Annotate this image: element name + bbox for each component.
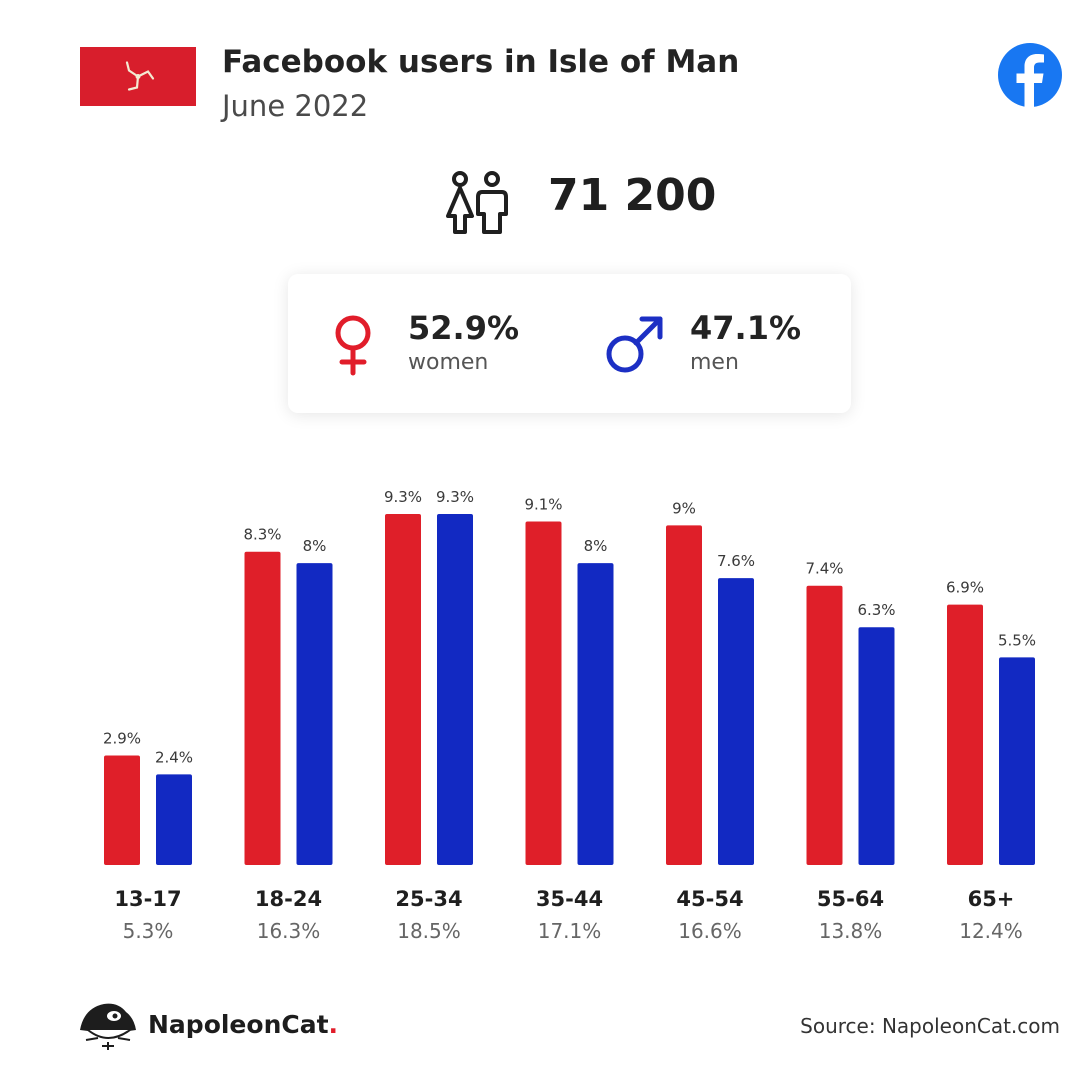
bar-series1-65+: [947, 604, 983, 865]
x-tick-label: 13-17: [114, 887, 181, 911]
page-subtitle: June 2022: [222, 89, 369, 123]
category-total-label: 12.4%: [959, 919, 1023, 943]
female-icon: [330, 314, 376, 376]
bar-value-label: 9.3%: [436, 488, 474, 506]
bar-value-label: 7.4%: [805, 560, 843, 578]
x-tick-label: 25-34: [395, 887, 462, 911]
bar-value-label: 7.6%: [717, 552, 755, 570]
brand-name: NapoleonCat.: [148, 1010, 338, 1039]
bar-series2-65+: [999, 657, 1035, 865]
bar-value-label: 9%: [672, 499, 696, 517]
gender-card: [288, 274, 851, 413]
bar-value-label: 6.9%: [946, 579, 984, 597]
category-total-label: 13.8%: [819, 919, 883, 943]
x-tick-label: 45-54: [676, 887, 743, 911]
bar-value-label: 5.5%: [998, 631, 1036, 649]
brand-name-text: NapoleonCat: [148, 1010, 329, 1039]
brand-dot: .: [328, 1010, 339, 1039]
bar-series1-13-17: [104, 755, 140, 865]
bar-series2-45-54: [718, 578, 754, 865]
category-total-label: 18.5%: [397, 919, 461, 943]
women-label: women: [408, 350, 489, 375]
x-tick-label: 18-24: [255, 887, 322, 911]
bar-series2-55-64: [858, 627, 895, 865]
category-total-label: 17.1%: [538, 919, 602, 943]
men-percent: 47.1%: [690, 309, 802, 347]
bar-value-label: 9.3%: [384, 488, 422, 506]
bar-series2-13-17: [156, 774, 192, 865]
category-total-label: 5.3%: [123, 919, 174, 943]
male-icon: [604, 313, 666, 375]
total-users: 71 200: [548, 170, 717, 221]
napoleoncat-logo-icon: [78, 1000, 138, 1052]
age-gender-bar-chart: 2.9% 2.4% 13-17 5.3% 8.3% 8% 18-24 16.3% 9.3% 9.3…: [103, 488, 1036, 943]
bar-series1-25-34: [385, 514, 421, 865]
bar-value-label: 2.9%: [103, 730, 141, 748]
bar-series2-25-34: [437, 514, 473, 865]
isle-of-man-flag-icon: [80, 47, 196, 106]
men-label: men: [690, 350, 739, 375]
x-tick-label: 55-64: [817, 887, 884, 911]
source-text: Source: NapoleonCat.com: [800, 1014, 1060, 1038]
bar-value-label: 2.4%: [155, 748, 193, 766]
bar-series1-55-64: [806, 585, 843, 865]
category-total-label: 16.6%: [678, 919, 742, 943]
bar-series2-18-24: [296, 563, 333, 865]
bar-value-label: 8%: [584, 537, 608, 555]
bar-series1-45-54: [666, 525, 702, 865]
page-title: Facebook users in Isle of Man: [222, 44, 740, 80]
bar-value-label: 8%: [303, 537, 327, 555]
x-tick-label: 65+: [968, 887, 1015, 911]
bar-value-label: 8.3%: [243, 526, 281, 544]
bar-value-label: 6.3%: [857, 601, 895, 619]
category-total-label: 16.3%: [257, 919, 321, 943]
bar-series1-35-44: [525, 521, 562, 865]
facebook-icon: [997, 42, 1063, 108]
bar-series1-18-24: [244, 551, 281, 865]
users-icon: [442, 170, 514, 236]
bar-series2-35-44: [577, 563, 614, 865]
women-percent: 52.9%: [408, 309, 520, 347]
bar-value-label: 9.1%: [524, 496, 562, 514]
x-tick-label: 35-44: [536, 887, 603, 911]
